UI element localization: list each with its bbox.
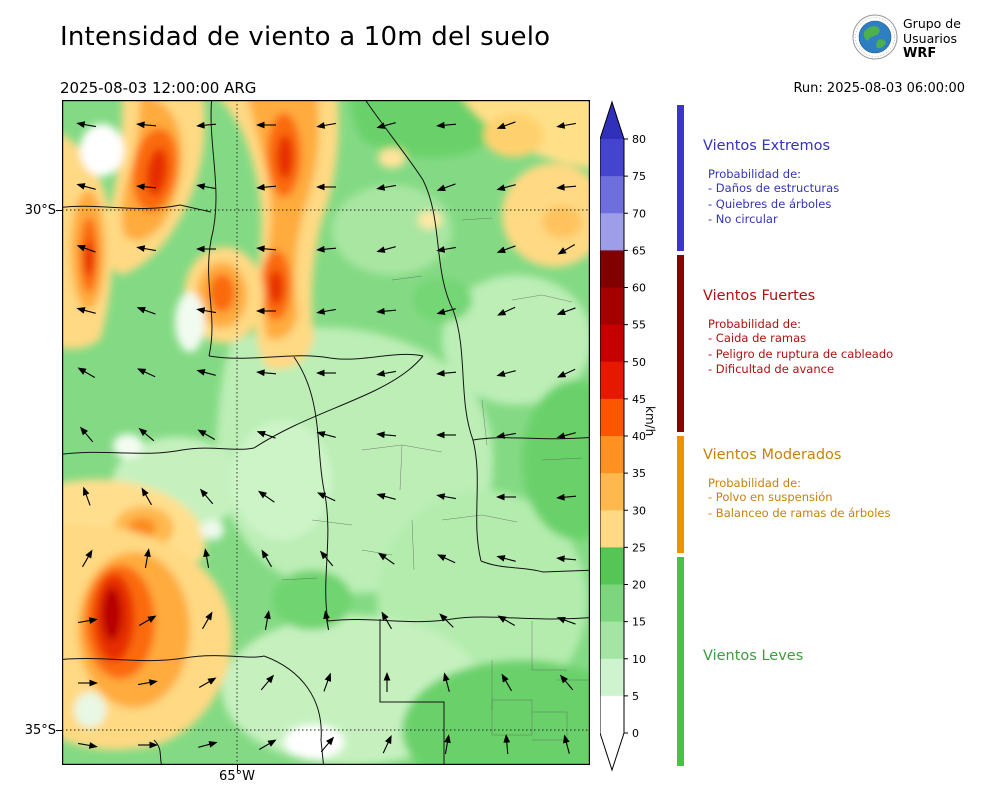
legend-item: - Caida de ramas (708, 331, 807, 345)
legend-item: - Dificultad de avance (708, 362, 835, 376)
legend-section-fuertes: Vientos Fuertes Probabilidad de: - Caida… (703, 288, 983, 378)
legend-title-fuertes: Vientos Fuertes (703, 288, 816, 304)
lon-tick-65w (237, 765, 238, 771)
logo-line-3: WRF (903, 46, 937, 61)
valid-datetime: 2025-08-03 12:00:00 ARG (60, 79, 257, 97)
wind-map (62, 100, 590, 765)
svg-text:20: 20 (632, 579, 646, 592)
svg-text:35: 35 (632, 467, 646, 480)
svg-text:65: 65 (632, 244, 646, 257)
legend-title-extremos: Vientos Extremos (703, 138, 831, 154)
legend-prob-moderados: Probabilidad de: (708, 476, 802, 490)
svg-text:10: 10 (632, 653, 646, 666)
lon-label-65w: 65°W (219, 769, 255, 784)
svg-text:25: 25 (632, 541, 646, 554)
svg-text:70: 70 (632, 207, 646, 220)
svg-text:30: 30 (632, 504, 646, 517)
svg-text:60: 60 (632, 282, 646, 295)
lat-tick-35s (56, 730, 62, 731)
colorbar-unit-label: km/h (643, 406, 657, 437)
legend-section-extremos: Vientos Extremos Probabilidad de: - Daño… (703, 138, 983, 228)
map-frame (62, 100, 590, 765)
legend-bar-leves (677, 557, 684, 766)
svg-text:80: 80 (632, 133, 646, 146)
model-run-label: Run: 2025-08-03 06:00:00 (793, 81, 965, 96)
legend-item: - Quiebres de árboles (708, 196, 832, 211)
lat-label-30s: 30°S (24, 203, 56, 218)
lat-tick-30s (56, 210, 62, 211)
legend-title-leves: Vientos Leves (703, 648, 804, 664)
legend-section-moderados: Vientos Moderados Probabilidad de: - Pol… (703, 447, 983, 521)
svg-text:15: 15 (632, 616, 646, 629)
svg-text:0: 0 (632, 727, 639, 740)
legend-title-moderados: Vientos Moderados (703, 447, 842, 463)
wind-arrows-layer (76, 121, 577, 755)
svg-text:75: 75 (632, 170, 646, 183)
wind-intensity-field (62, 100, 590, 765)
svg-text:55: 55 (632, 319, 646, 332)
lat-label-35s: 35°S (24, 723, 56, 738)
colorbar: 80 75 70 65 60 55 50 45 40 35 30 25 20 15 10 5 0 (599, 96, 670, 790)
legend-prob-fuertes: Probabilidad de: (708, 317, 802, 331)
legend-item: - Daños de estructuras (708, 181, 840, 195)
svg-text:5: 5 (632, 690, 639, 703)
wrf-logo-text: Grupo de Usuarios WRF (903, 16, 961, 61)
logo-line-2: Usuarios (903, 31, 958, 46)
legend-item: - No circular (708, 212, 778, 226)
svg-text:40: 40 (632, 430, 646, 443)
legend-item: - Polvo en suspensión (708, 490, 833, 504)
legend-bar-extremos (677, 105, 684, 251)
gridlines (62, 100, 590, 765)
legend-bar-fuertes (677, 255, 684, 432)
legend-item: - Peligro de ruptura de cableado (708, 346, 894, 361)
svg-text:45: 45 (632, 393, 646, 406)
svg-text:50: 50 (632, 356, 646, 369)
legend-bar-moderados (677, 436, 684, 553)
department-borders (281, 217, 590, 741)
legend-section-leves: Vientos Leves (703, 648, 983, 677)
logo-line-1: Grupo de (903, 16, 961, 31)
wrf-globe-icon (852, 14, 898, 64)
legend-prob-extremos: Probabilidad de: (708, 167, 802, 181)
page-title: Intensidad de viento a 10m del suelo (60, 22, 551, 52)
legend-item: - Balanceo de ramas de árboles (708, 505, 891, 520)
